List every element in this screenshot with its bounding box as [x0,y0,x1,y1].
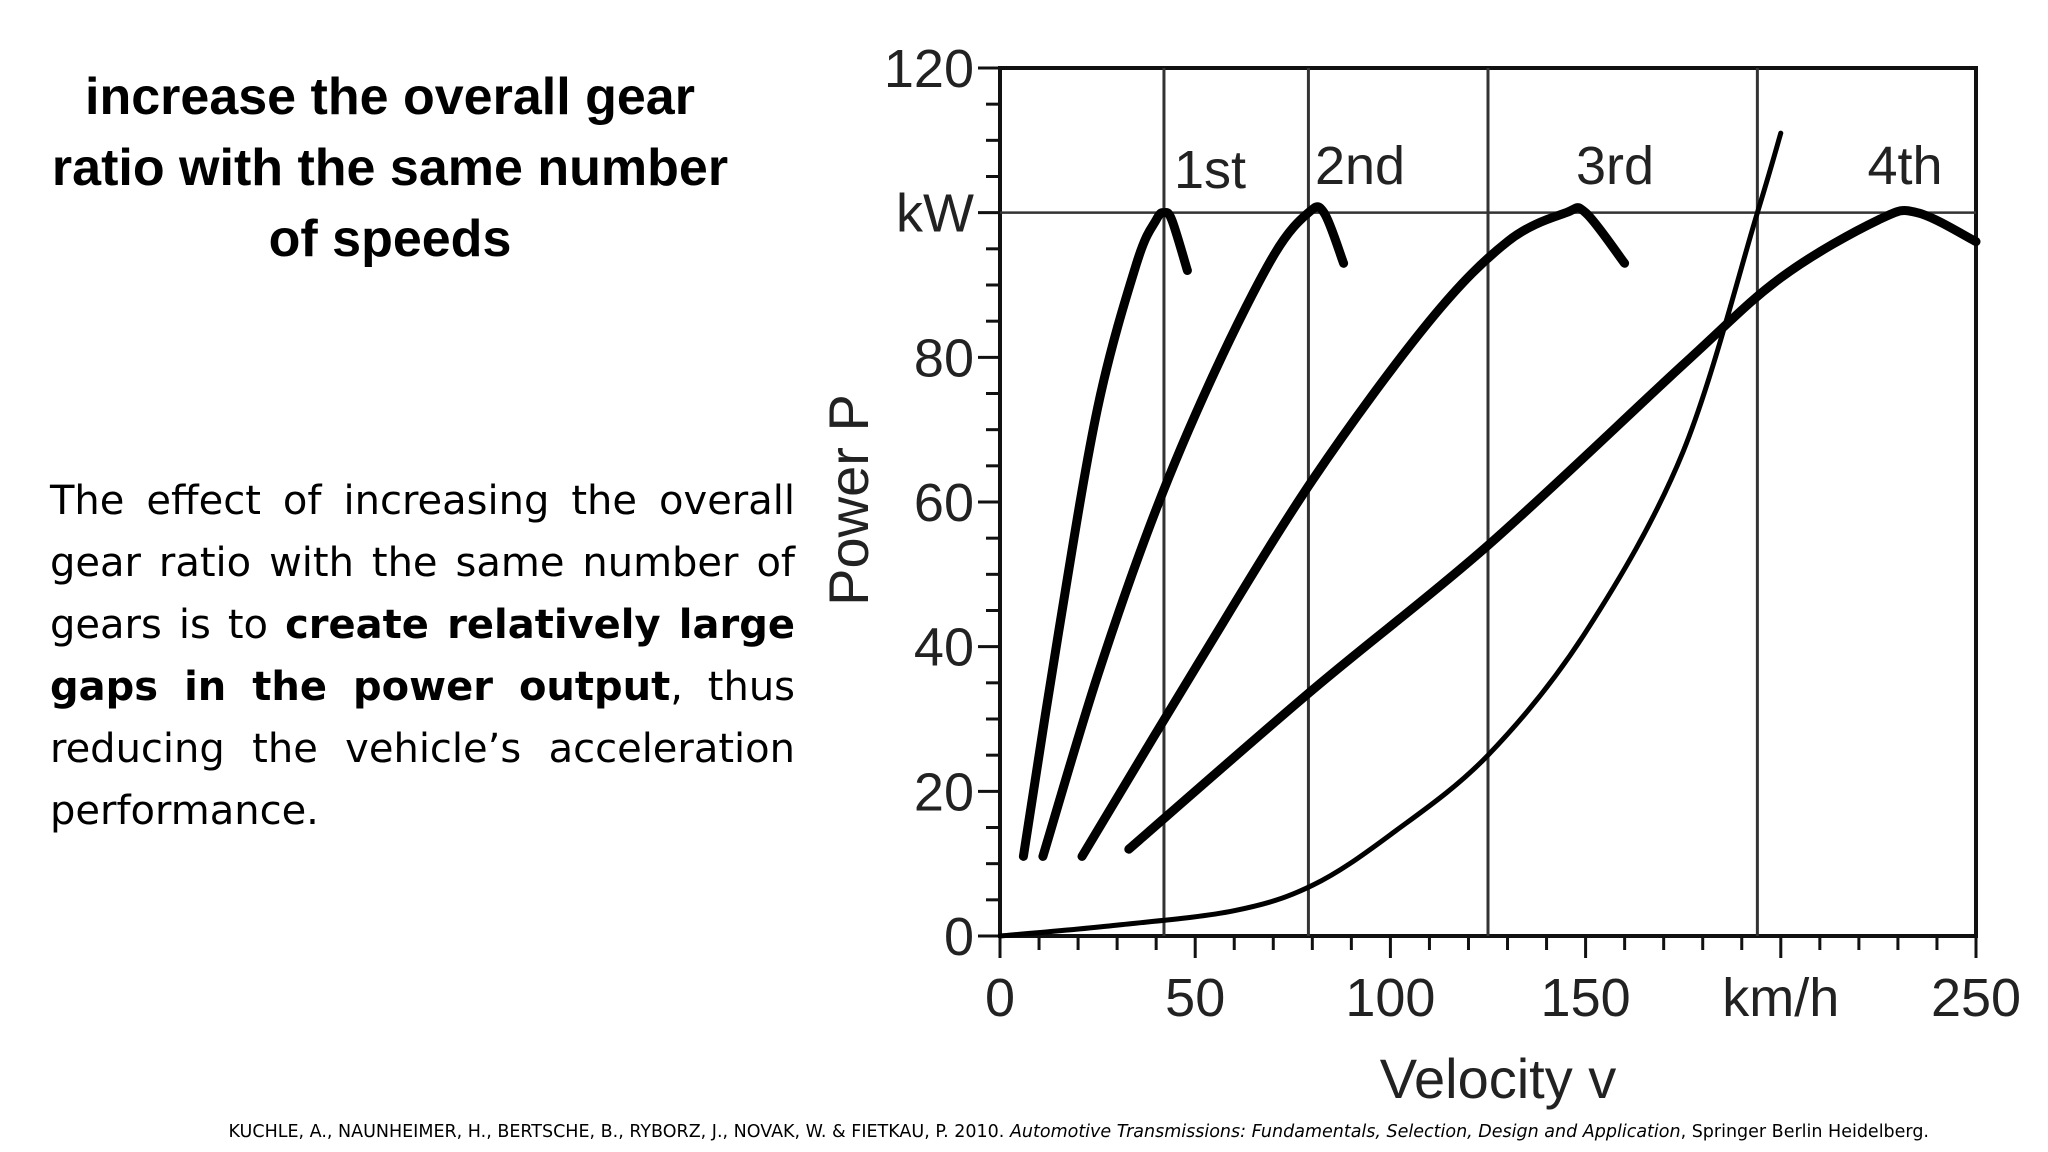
x-tick-label: 150 [1541,968,1631,1028]
y-tick-label: 40 [914,618,974,678]
body-text-plain-2: , thus reducing the vehicle’s accelerati… [50,664,796,834]
resistance-curve [997,130,1784,939]
y-tick-label: 0 [944,907,974,967]
x-axis-title: Velocity v [1380,1047,1617,1110]
citation-title: Automotive Transmissions: Fundamentals, … [1009,1122,1681,1142]
y-tick-label: 20 [914,762,974,822]
y-tick-label: 80 [914,328,974,388]
x-tick-label: 100 [1345,968,1435,1028]
citation-publisher: , Springer Berlin Heidelberg. [1680,1122,1929,1142]
citation: KUCHLE, A., NAUNHEIMER, H., BERTSCHE, B.… [0,1122,1929,1142]
series-line-2nd [1038,202,1349,861]
body-text: The effect of increasing the overall gea… [50,470,795,842]
x-tick-label: km/h [1722,968,1839,1028]
y-tick-label: 60 [914,473,974,533]
y-axis-title: Power P [817,394,880,606]
x-tick-label: 50 [1165,968,1225,1028]
slide-title: increase the overall gear ratio with the… [51,68,729,268]
x-tick-label: 0 [985,968,1015,1028]
series-line-1st [1018,207,1192,861]
series-line-3rd [1077,203,1630,861]
body-text-plain-1: The effect of increasing the overall gea… [50,478,795,648]
gear-label-2nd: 2nd [1315,136,1405,196]
gear-label-4th: 4th [1867,136,1942,196]
series-line-4th [1124,206,1981,854]
citation-authors: KUCHLE, A., NAUNHEIMER, H., BERTSCHE, B.… [228,1122,1010,1142]
body-text-bold: create relatively large gaps in the powe… [50,602,795,710]
y-tick-label: 120 [884,39,974,99]
y-tick-label: kW [896,184,974,244]
x-tick-label: 250 [1931,968,2021,1028]
gear-label-3rd: 3rd [1576,136,1654,196]
gear-label-1st: 1st [1174,140,1246,200]
